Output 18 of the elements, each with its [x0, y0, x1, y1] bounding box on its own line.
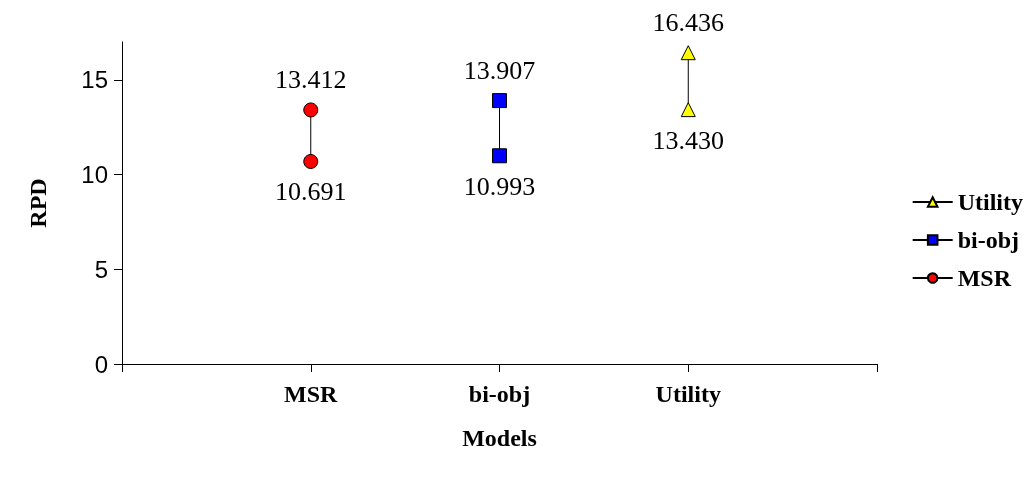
x-tick-label: MSR — [284, 381, 339, 407]
x-axis-title: Models — [462, 425, 537, 451]
x-tick-label: Utility — [655, 381, 721, 407]
legend-label: bi-obj — [957, 227, 1020, 253]
legend-label: Utility — [957, 189, 1024, 215]
y-tick-label: 15 — [81, 66, 108, 94]
data-label: 13.907 — [463, 55, 536, 85]
data-label: 10.691 — [275, 177, 347, 207]
y-tick-label: 10 — [81, 161, 108, 189]
y-tick-label: 5 — [94, 255, 108, 283]
data-label: 10.993 — [463, 171, 536, 201]
y-axis-title: RPD — [25, 178, 51, 228]
data-label: 13.412 — [275, 64, 347, 94]
data-label: 16.436 — [652, 7, 724, 37]
data-label: 13.430 — [652, 125, 724, 155]
x-tick-label: bi-obj — [468, 381, 531, 407]
y-tick-label: 0 — [94, 350, 108, 378]
legend-label: MSR — [957, 265, 1012, 291]
